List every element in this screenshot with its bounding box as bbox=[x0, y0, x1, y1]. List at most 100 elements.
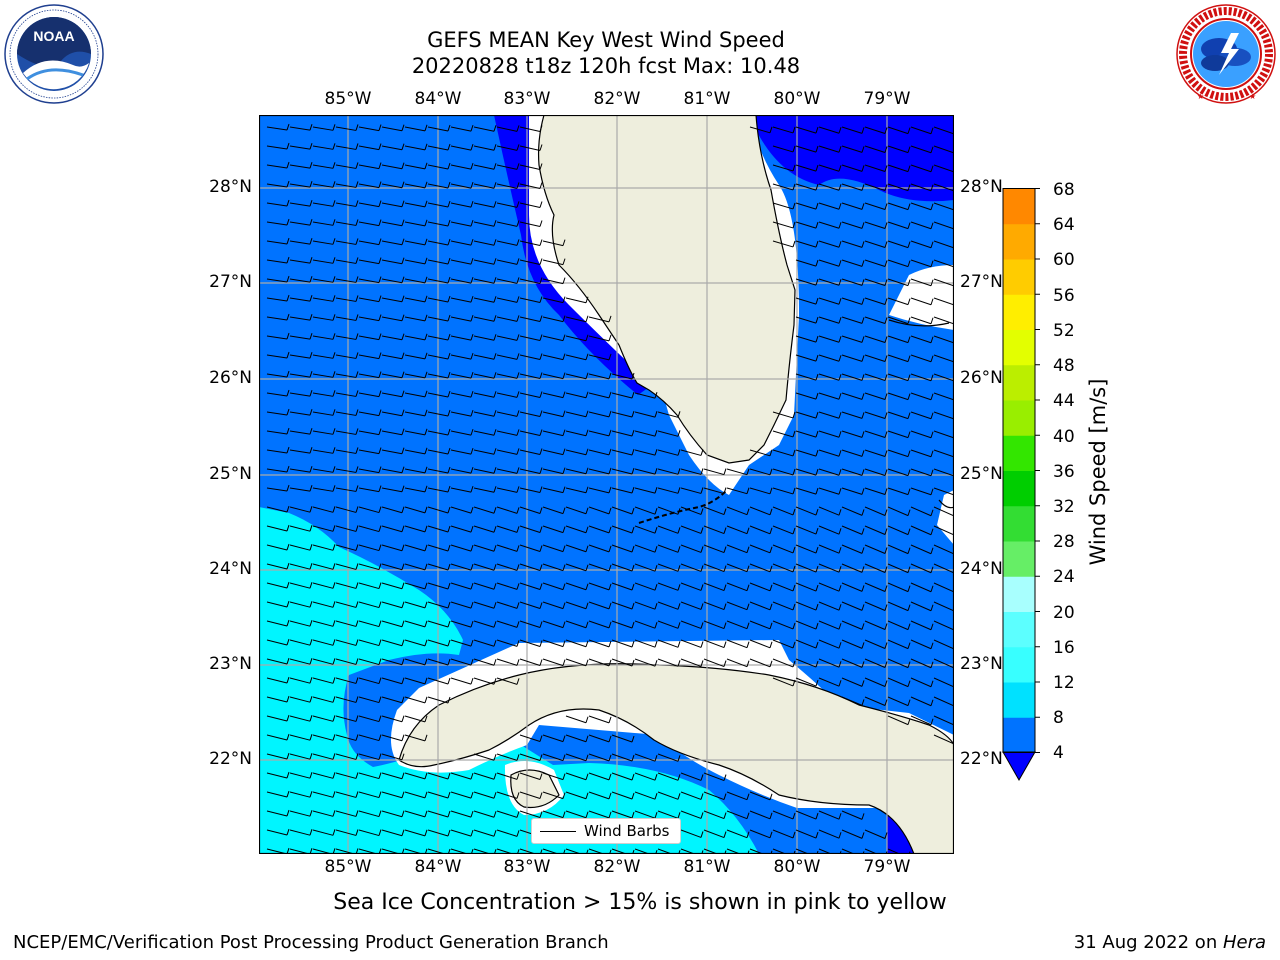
wind-barb bbox=[450, 639, 474, 647]
wind-barb bbox=[450, 143, 474, 151]
wind-barb bbox=[519, 353, 543, 360]
wind-barb bbox=[496, 144, 520, 151]
footer-date: 31 Aug 2022 on Hera bbox=[1074, 932, 1266, 953]
coastal-mask bbox=[937, 490, 954, 545]
wind-barb bbox=[519, 372, 543, 379]
wind-barb bbox=[266, 714, 290, 722]
wind-barb bbox=[427, 544, 451, 552]
wind-barb bbox=[657, 582, 681, 591]
wind-barb bbox=[588, 772, 612, 781]
wind-barb bbox=[634, 392, 658, 399]
wind-barb bbox=[910, 316, 934, 325]
wind-barb bbox=[542, 315, 566, 323]
wind-barb bbox=[312, 314, 336, 321]
wind-barb bbox=[427, 677, 451, 685]
colorbar-tick-label: 44 bbox=[1053, 391, 1075, 411]
wind-barb bbox=[611, 429, 635, 437]
wind-barb bbox=[312, 658, 336, 665]
wind-barb bbox=[841, 696, 865, 706]
colorbar-tick-label: 24 bbox=[1053, 567, 1075, 587]
wind-barb bbox=[887, 525, 911, 536]
wind-barb bbox=[680, 449, 704, 456]
wind-barb bbox=[841, 810, 865, 820]
wind-barb bbox=[312, 791, 336, 798]
wind-barb bbox=[933, 297, 954, 306]
wind-barb bbox=[427, 620, 451, 628]
colorbar-swatch bbox=[1003, 188, 1035, 225]
wind-barb bbox=[933, 430, 954, 439]
wind-barb bbox=[634, 544, 658, 553]
wind-barb bbox=[473, 467, 497, 474]
wind-barb bbox=[289, 772, 313, 779]
wind-barb bbox=[312, 563, 336, 570]
lat-label-right: 25°N bbox=[960, 464, 1003, 484]
wind-barb bbox=[312, 485, 336, 492]
wind-barb bbox=[381, 466, 405, 474]
wind-barb bbox=[933, 259, 954, 268]
wind-barb bbox=[450, 582, 474, 590]
wind-barb bbox=[473, 791, 497, 799]
wind-barb bbox=[381, 124, 405, 132]
wind-barb bbox=[864, 221, 888, 229]
wind-barb bbox=[358, 715, 382, 723]
wind-barb bbox=[427, 295, 451, 303]
wind-barb bbox=[266, 313, 290, 321]
wind-barb bbox=[680, 829, 704, 838]
colorbar-tick-label: 40 bbox=[1053, 427, 1075, 447]
wind-barb bbox=[634, 468, 658, 475]
colorbar-swatch bbox=[1003, 400, 1035, 436]
wind-barb bbox=[473, 220, 497, 227]
wind-barb bbox=[427, 352, 451, 360]
wind-barb bbox=[289, 696, 313, 703]
wind-barb bbox=[404, 447, 428, 455]
wind-barb bbox=[680, 487, 704, 494]
wind-barb bbox=[496, 201, 520, 208]
wind-barb bbox=[266, 771, 290, 779]
wind-barb bbox=[542, 810, 566, 819]
wind-barb bbox=[312, 257, 336, 264]
wind-barb bbox=[933, 164, 954, 173]
wind-barb bbox=[795, 259, 819, 267]
wind-barb bbox=[312, 753, 336, 760]
wind-barb bbox=[335, 810, 359, 817]
wind-barb bbox=[910, 354, 934, 363]
wind-barb bbox=[450, 295, 474, 303]
wind-barb bbox=[818, 392, 842, 400]
wind-barb bbox=[588, 315, 612, 323]
wind-barb bbox=[358, 544, 382, 552]
wind-barb bbox=[818, 183, 842, 191]
wind-barb bbox=[772, 563, 796, 573]
wind-barb bbox=[864, 373, 888, 381]
wind-barb bbox=[588, 525, 612, 534]
wind-barb bbox=[703, 620, 727, 630]
noaa-logo: NOAA bbox=[4, 4, 104, 104]
wind-barb bbox=[358, 696, 382, 704]
wind-barb bbox=[381, 525, 405, 533]
wind-barb bbox=[933, 601, 954, 612]
lat-label-left: 28°N bbox=[209, 177, 252, 197]
wind-barb bbox=[795, 354, 819, 362]
wind-barb bbox=[910, 620, 934, 631]
colorbar-swatch bbox=[1003, 435, 1035, 471]
wind-barb bbox=[726, 810, 750, 820]
wind-barb bbox=[864, 620, 888, 630]
wind-barb bbox=[795, 601, 819, 611]
wind-barb bbox=[358, 409, 382, 417]
wind-barb bbox=[818, 164, 842, 172]
lon-label-bottom: 82°W bbox=[593, 857, 641, 877]
wind-barb bbox=[772, 601, 796, 611]
wind-barb bbox=[864, 411, 888, 419]
lon-label-bottom: 84°W bbox=[414, 857, 462, 877]
lat-label-right: 26°N bbox=[960, 368, 1003, 388]
wind-barb bbox=[266, 199, 290, 207]
wind-barb bbox=[910, 468, 934, 477]
wind-barb bbox=[657, 620, 681, 629]
wind-barb bbox=[910, 563, 934, 574]
wind-barb bbox=[427, 563, 451, 571]
wind-barb bbox=[404, 772, 428, 780]
wind-barb bbox=[404, 314, 428, 322]
wind-barb bbox=[818, 411, 842, 419]
lon-label-top: 80°W bbox=[773, 89, 821, 109]
wind-barb bbox=[864, 696, 888, 706]
wind-barb bbox=[381, 181, 405, 189]
